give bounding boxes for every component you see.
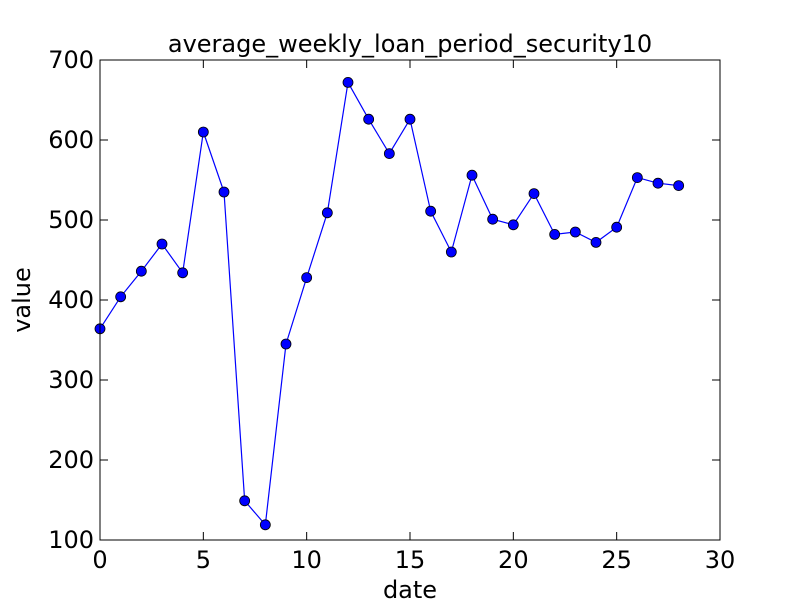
x-tick-label: 25	[601, 546, 632, 574]
y-tick-label: 300	[48, 366, 94, 394]
data-point	[631, 172, 643, 184]
data-point	[280, 338, 292, 350]
data-point	[652, 177, 664, 189]
data-point	[383, 148, 395, 160]
data-point	[425, 205, 437, 217]
data-point	[342, 77, 354, 88]
data-point	[528, 188, 540, 200]
data-point	[135, 265, 147, 277]
data-series	[94, 77, 685, 531]
x-tick-label: 10	[291, 546, 322, 574]
data-point	[156, 238, 168, 250]
x-axis-title: date	[383, 576, 437, 600]
data-point	[259, 519, 271, 531]
data-point	[549, 228, 561, 240]
plot-area	[100, 60, 720, 540]
data-point	[466, 169, 478, 181]
x-tick-label: 15	[395, 546, 426, 574]
data-point	[115, 291, 127, 303]
data-point	[321, 207, 333, 219]
y-tick-label: 200	[48, 446, 94, 474]
x-tick-label: 30	[705, 546, 736, 574]
data-point	[445, 246, 457, 258]
y-tick-label: 400	[48, 286, 94, 314]
data-point	[487, 213, 499, 225]
plot-frame	[99, 59, 721, 541]
data-point	[363, 113, 375, 125]
y-tick-label: 700	[48, 46, 94, 74]
data-point	[507, 219, 519, 231]
x-tick-label: 0	[92, 546, 107, 574]
data-point	[404, 113, 416, 125]
data-point	[239, 495, 251, 507]
y-axis-title: value	[8, 267, 36, 333]
y-tick-label: 600	[48, 126, 94, 154]
chart-title: average_weekly_loan_period_security10	[168, 30, 652, 58]
y-tick-label: 100	[48, 526, 94, 554]
data-point	[218, 186, 230, 198]
data-point	[177, 267, 189, 279]
y-tick-label: 500	[48, 206, 94, 234]
data-point	[301, 272, 313, 284]
axis-ticks: 0 5 10 15 20 25 30 100 200 300 400 500 600 700	[48, 46, 735, 574]
data-point	[197, 126, 209, 138]
data-point	[673, 180, 685, 192]
x-tick-label: 5	[196, 546, 211, 574]
data-point	[611, 221, 623, 233]
data-point	[590, 236, 602, 248]
data-point	[569, 226, 581, 238]
x-tick-label: 20	[498, 546, 529, 574]
